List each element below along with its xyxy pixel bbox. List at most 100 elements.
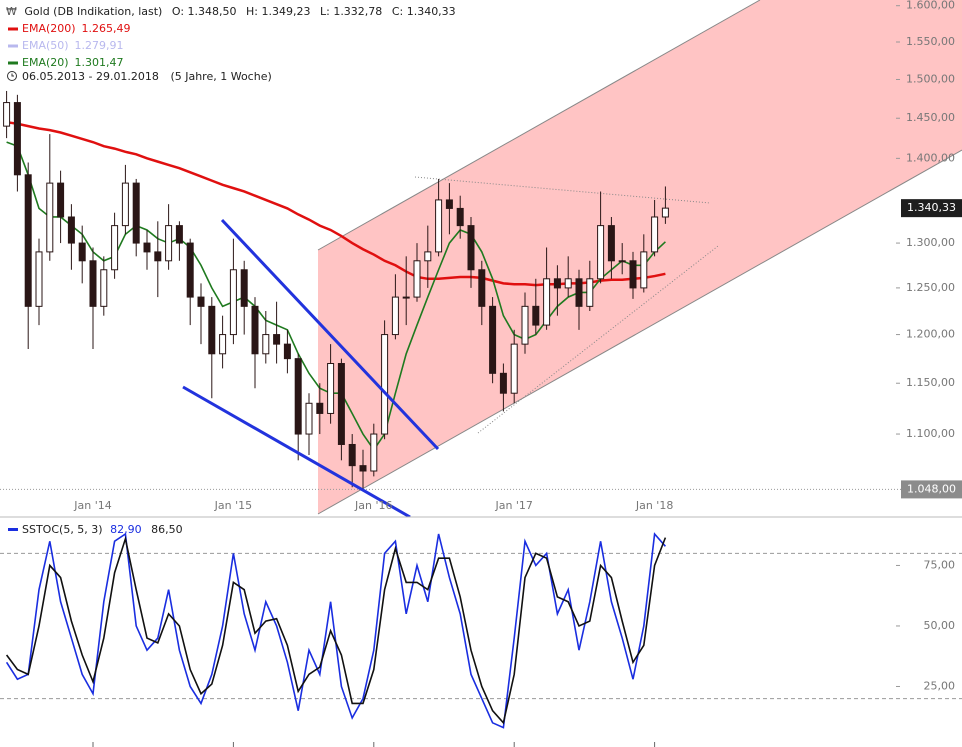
candle-body xyxy=(3,102,11,127)
y-tick-label: 1.500,00 xyxy=(906,72,955,85)
axes: 1.100,00 1.150,00 1.200,00 1.250,00 1.300,00… xyxy=(73,0,962,747)
candle-body xyxy=(391,296,399,336)
candle-body xyxy=(575,278,583,307)
candle-body xyxy=(46,182,54,253)
candle-body xyxy=(283,343,291,360)
price-plot xyxy=(0,90,962,490)
stoch-name: SSTOC(5, 5, 3) xyxy=(22,523,103,536)
y-tick-label: 1.150,00 xyxy=(906,376,955,389)
candle-body xyxy=(78,242,86,262)
candle-body xyxy=(586,278,594,307)
candle-body xyxy=(413,260,421,298)
dotted-line xyxy=(414,176,711,204)
candle-body xyxy=(262,334,270,355)
candle-body xyxy=(35,251,43,307)
candle-body xyxy=(208,305,216,355)
x-tick-label: Jan '17 xyxy=(494,499,532,512)
x-tick-label: Jan '15 xyxy=(214,499,252,512)
legend-name: EMA(50) xyxy=(22,39,69,52)
legend: ₩ Gold (DB Indikation, last) O: 1.348,50… xyxy=(6,5,456,536)
candle-body xyxy=(424,251,432,262)
x-tick-label: Jan '14 xyxy=(73,499,111,512)
legend-swatch xyxy=(8,61,18,65)
icon: ₩ xyxy=(6,5,17,18)
stoch-legend: SSTOC(5, 5, 3) 82,90 86,50 xyxy=(22,523,183,536)
candle-body xyxy=(456,207,464,227)
x-tick-label: Jan '16 xyxy=(354,499,392,512)
legend-entry: EMA(50) 1.279,91 xyxy=(22,39,124,52)
stoch-d: 86,50 xyxy=(151,523,183,536)
candle-body xyxy=(435,199,443,253)
title: Gold (DB Indikation, last) xyxy=(24,5,162,18)
y-tick-label: 1.450,00 xyxy=(906,111,955,124)
period-note: (5 Jahre, 1 Woche) xyxy=(170,70,271,83)
y-tick-label: 50,00 xyxy=(924,619,956,632)
period-range: 06.05.2013 - 29.01.2018 xyxy=(22,70,159,83)
candle-body xyxy=(467,225,475,271)
legend-name: EMA(200) xyxy=(22,22,76,35)
candle-body xyxy=(661,207,669,218)
candle-body xyxy=(478,269,486,307)
candle-body xyxy=(154,251,162,262)
candle-body xyxy=(489,305,497,374)
low-label-box xyxy=(901,480,962,499)
quote: L: 1.332,78 xyxy=(320,5,382,18)
clock-icon xyxy=(7,71,17,81)
candle-body xyxy=(121,182,129,227)
quote: O: 1.348,50 xyxy=(172,5,237,18)
channel-bottom xyxy=(317,149,962,515)
legend-value: 1.265,49 xyxy=(82,22,131,35)
candle-body xyxy=(132,182,140,244)
candle-body xyxy=(381,334,389,435)
candle-body xyxy=(359,465,367,472)
candle-body xyxy=(348,443,356,467)
drawings-top xyxy=(182,218,440,517)
quote: H: 1.349,23 xyxy=(246,5,310,18)
candle-body xyxy=(564,278,572,289)
y-tick-label: 1.200,00 xyxy=(906,328,955,341)
stoch-k: 82,90 xyxy=(110,523,142,536)
candle-body xyxy=(305,402,313,435)
candle-body xyxy=(327,363,335,414)
candle-body xyxy=(370,433,378,472)
candle-body xyxy=(100,269,108,307)
candle-body xyxy=(111,225,119,271)
candle-body xyxy=(640,251,648,289)
y-tick-label: 25,00 xyxy=(924,679,956,692)
candle-body xyxy=(445,199,453,209)
candle-body xyxy=(57,182,65,218)
candle-body xyxy=(316,402,324,414)
y-tick-label: 75,00 xyxy=(924,558,956,571)
legend-value: 1.279,91 xyxy=(75,39,124,52)
legend-swatch xyxy=(8,44,18,48)
last-price-box xyxy=(901,199,962,218)
candle-body xyxy=(553,278,561,289)
y-tick-label: 1.300,00 xyxy=(906,236,955,249)
legend-entry: EMA(20) 1.301,47 xyxy=(22,56,124,69)
candle-body xyxy=(24,174,32,307)
y-tick-label: 1.550,00 xyxy=(906,35,955,48)
candle-body xyxy=(219,334,227,355)
candle-body xyxy=(175,225,183,244)
candle-body xyxy=(294,358,302,435)
candle-body xyxy=(337,363,345,445)
trend-line xyxy=(182,385,411,517)
legend-name: EMA(20) xyxy=(22,56,69,69)
clock-hand xyxy=(11,73,14,77)
candle-body xyxy=(240,269,248,307)
stoch-legend-swatch xyxy=(8,528,18,531)
drawings xyxy=(317,0,962,517)
candle-body xyxy=(510,343,518,394)
period: 06.05.2013 - 29.01.2018 (5 Jahre, 1 Woch… xyxy=(22,70,272,83)
legend-value: 1.301,47 xyxy=(75,56,124,69)
candle-body xyxy=(597,225,605,280)
stoch-plot xyxy=(0,532,962,729)
candle-body xyxy=(607,225,615,262)
candle-body xyxy=(143,242,151,253)
last-price-label: 1.340,33 xyxy=(907,201,956,214)
y-tick-label: 1.400,00 xyxy=(906,151,955,164)
candle-body xyxy=(618,260,626,263)
y-tick-label: 1.250,00 xyxy=(906,281,955,294)
candle-body xyxy=(532,305,540,326)
